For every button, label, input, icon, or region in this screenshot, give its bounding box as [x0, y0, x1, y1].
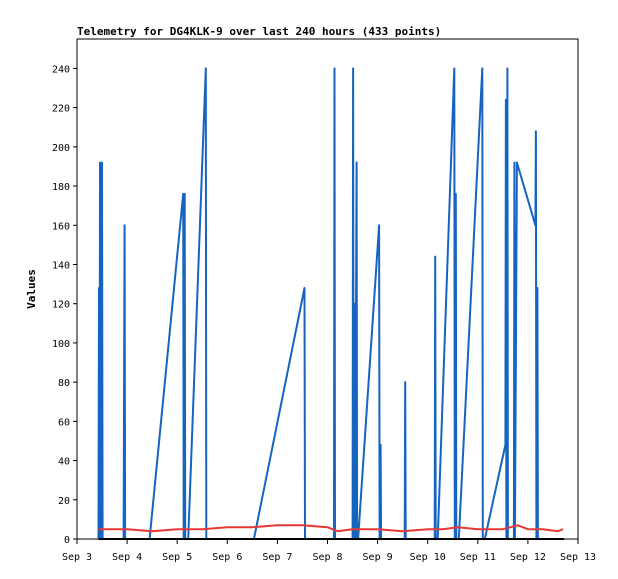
y-tick-label: 80 — [58, 378, 70, 389]
x-tick-label: Sep 11 — [460, 552, 496, 563]
y-tick-label: 100 — [52, 339, 70, 350]
x-tick-label: Sep 13 — [560, 552, 596, 563]
x-tick-label: Sep 7 — [262, 552, 292, 563]
x-tick-label: Sep 3 — [62, 552, 92, 563]
plot-frame — [76, 38, 579, 540]
x-tick-label: Sep 5 — [162, 552, 192, 563]
x-tick-label: Sep 8 — [312, 552, 342, 563]
plot-series — [97, 67, 564, 540]
y-tick-label: 140 — [52, 260, 70, 271]
y-tick-label: 60 — [58, 417, 70, 428]
chart-title: Telemetry for DG4KLK-9 over last 240 hou… — [77, 25, 441, 38]
y-tick-label: 0 — [64, 535, 70, 546]
y-tick-label: 180 — [52, 182, 70, 193]
y-axis-label: Values — [25, 269, 38, 309]
x-tick-label: Sep 4 — [112, 552, 142, 563]
series-line-1 — [97, 67, 539, 540]
y-tick-label: 40 — [58, 457, 70, 468]
x-tick-label: Sep 6 — [212, 552, 242, 563]
x-tick-label: Sep 12 — [510, 552, 546, 563]
y-tick-label: 220 — [52, 104, 70, 115]
y-tick-label: 160 — [52, 221, 70, 232]
y-tick-label: 120 — [52, 300, 70, 311]
x-tick-label: Sep 10 — [410, 552, 446, 563]
y-tick-label: 200 — [52, 143, 70, 154]
y-tick-label: 240 — [52, 64, 70, 75]
x-tick-label: Sep 9 — [363, 552, 393, 563]
x-axis: Sep 3 Sep 4 Sep 5 Sep 6 Sep 7 Sep 8 Sep 9 Sep 1… — [62, 539, 596, 563]
y-tick-label: 20 — [58, 496, 70, 507]
y-axis: 0 20 40 60 80 100 120 140 160 180 200 220 240 — [52, 64, 77, 546]
series-line-2 — [98, 524, 564, 533]
